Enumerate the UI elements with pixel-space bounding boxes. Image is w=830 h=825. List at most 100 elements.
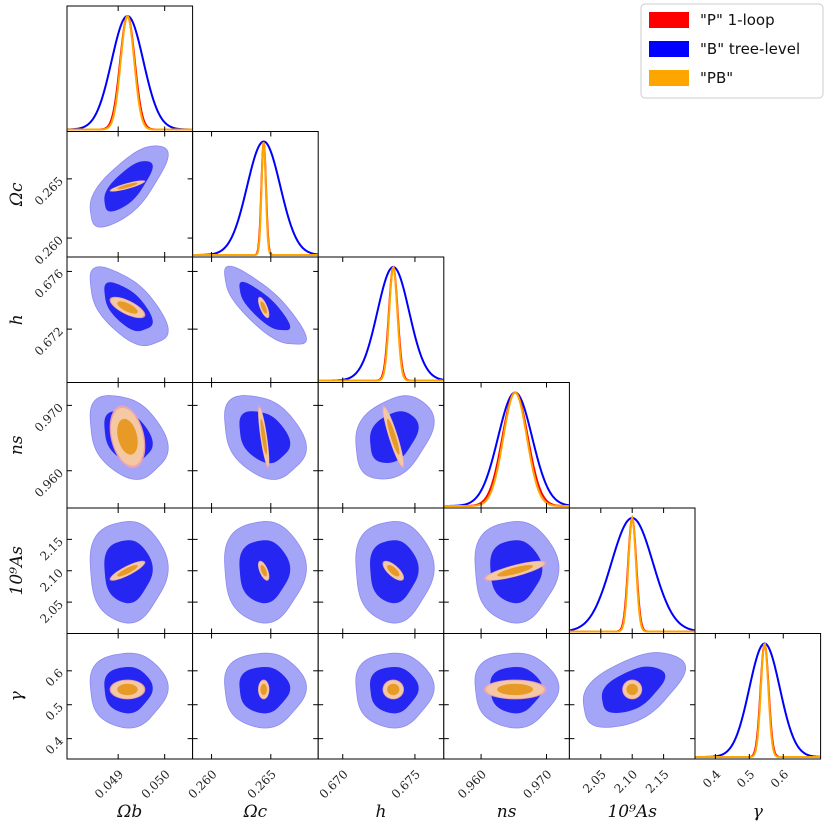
pb-marginal-line xyxy=(569,514,695,633)
panel-frame xyxy=(192,131,319,258)
panel-gamma-vs-omega_b xyxy=(66,633,194,760)
pb-68-contour xyxy=(497,565,533,577)
x-tick-label: 2.15 xyxy=(643,767,672,796)
x-tick-label: 0.960 xyxy=(455,767,489,801)
panel-1e9As-vs-n_s xyxy=(443,507,570,634)
x-tick-label: 0.970 xyxy=(520,767,554,801)
tree-level-marginal-line xyxy=(318,266,444,382)
y-axis-label-n_s: ns xyxy=(7,435,27,455)
tree-level-marginal-line xyxy=(192,140,319,256)
pb-68-contour xyxy=(387,683,400,696)
panel-h-vs-omega_b xyxy=(66,256,194,383)
x-axis-label-gamma: γ xyxy=(753,802,764,822)
panel-gamma-vs-omega_c xyxy=(192,633,319,760)
pb-68-contour xyxy=(117,683,138,696)
pb-marginal-line xyxy=(192,141,319,256)
marginal-1e9As xyxy=(568,507,696,634)
x-tick-label: 2.05 xyxy=(580,767,609,796)
legend-swatch-1 xyxy=(649,41,689,57)
one-loop-marginal-line xyxy=(569,514,695,633)
y-tick-label: 0.970 xyxy=(32,401,66,435)
y-tick-label: 0.260 xyxy=(32,233,66,267)
x-tick-label: 0.5 xyxy=(734,767,757,790)
pb-68-contour xyxy=(626,683,638,696)
panel-n_s-vs-omega_b xyxy=(66,382,194,509)
panel-omega_c-vs-omega_b xyxy=(66,131,194,258)
panel-1e9As-vs-omega_b xyxy=(66,507,194,634)
x-tick-label: 2.10 xyxy=(611,767,640,796)
y-tick-label: 0.6 xyxy=(43,666,66,689)
legend-swatch-0 xyxy=(649,12,689,28)
x-tick-label: 0.265 xyxy=(245,767,279,801)
x-tick-label: 0.260 xyxy=(185,767,219,801)
y-tick-label: 0.672 xyxy=(32,324,66,358)
panel-h-vs-omega_c xyxy=(192,256,319,383)
x-axis-label-omega_c: Ωc xyxy=(243,802,268,822)
panel-frame xyxy=(66,5,194,132)
pb-marginal-line xyxy=(318,265,444,382)
panel-n_s-vs-omega_c xyxy=(192,382,319,509)
y-axis-label-h: h xyxy=(7,314,27,325)
panel-frame xyxy=(568,507,696,634)
legend: "P" 1-loop "B" tree-level "PB" xyxy=(640,3,824,99)
marginal-omega_c xyxy=(192,131,319,258)
panel-gamma-vs-1e9As xyxy=(568,633,696,760)
pb-marginal-line xyxy=(67,15,193,131)
pb-marginal-line xyxy=(695,642,821,758)
y-tick-label: 2.15 xyxy=(37,535,66,564)
pb-68-contour xyxy=(117,301,138,314)
x-tick-label: 0.6 xyxy=(768,767,791,790)
panel-1e9As-vs-omega_c xyxy=(192,507,319,634)
y-tick-label: 0.676 xyxy=(32,267,66,301)
panel-gamma-vs-h xyxy=(317,633,445,760)
panel-frame xyxy=(694,633,822,760)
pb-68-contour xyxy=(260,565,267,577)
pb-68-contour xyxy=(117,418,138,455)
tree-level-marginal-line xyxy=(443,391,570,507)
y-tick-label: 0.5 xyxy=(43,700,66,723)
y-tick-label: 0.4 xyxy=(43,734,67,758)
pb-68-contour xyxy=(387,418,400,455)
x-tick-label: 0.670 xyxy=(317,767,351,801)
y-tick-label: 0.960 xyxy=(32,466,66,500)
legend-label-1: "B" tree-level xyxy=(700,40,800,58)
pb-68-contour xyxy=(117,182,138,190)
y-axis-label-omega_c: Ωc xyxy=(7,182,27,207)
pb-marginal-line xyxy=(443,391,570,507)
y-tick-label: 2.10 xyxy=(37,566,66,595)
x-axis-label-n_s: ns xyxy=(497,802,517,822)
y-axis-label-1e9As: 10⁹As xyxy=(7,546,27,596)
y-axis-label-gamma: γ xyxy=(7,690,27,701)
pb-68-contour xyxy=(497,683,533,696)
legend-swatch-2 xyxy=(649,70,689,86)
tree-level-marginal-line xyxy=(569,516,696,632)
x-axis-label-omega_b: Ωb xyxy=(116,802,142,822)
panel-gamma-vs-n_s xyxy=(443,633,570,760)
marginal-gamma xyxy=(694,633,822,760)
marginal-h xyxy=(317,256,445,383)
pb-68-contour xyxy=(260,418,267,455)
x-tick-label: 0.050 xyxy=(139,767,173,801)
x-axis-label-h: h xyxy=(376,802,387,822)
tree-level-marginal-line xyxy=(66,15,193,131)
panel-1e9As-vs-h xyxy=(317,507,445,634)
panel-frame xyxy=(443,382,570,509)
x-axis-label-1e9As: 10⁹As xyxy=(607,802,657,822)
one-loop-marginal-line xyxy=(67,15,193,131)
marginal-omega_b xyxy=(66,5,194,132)
y-tick-label: 2.05 xyxy=(37,597,66,626)
legend-label-0: "P" 1-loop xyxy=(700,11,775,29)
x-tick-label: 0.4 xyxy=(700,767,724,791)
pb-68-contour xyxy=(260,301,267,314)
x-tick-label: 0.049 xyxy=(92,767,126,801)
x-tick-label: 0.675 xyxy=(389,767,423,801)
pb-68-contour xyxy=(387,565,400,577)
pb-68-contour xyxy=(117,565,138,577)
pb-68-contour xyxy=(260,683,267,696)
panel-frame xyxy=(317,256,445,383)
one-loop-marginal-line xyxy=(443,391,570,507)
legend-label-2: "PB" xyxy=(700,69,733,87)
one-loop-marginal-line xyxy=(192,141,319,256)
y-tick-label: 0.265 xyxy=(32,174,66,208)
